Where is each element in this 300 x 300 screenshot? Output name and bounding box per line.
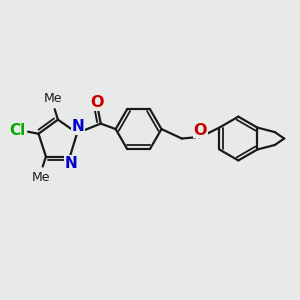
Text: N: N — [65, 155, 77, 170]
Text: Me: Me — [44, 92, 63, 105]
Text: N: N — [72, 119, 85, 134]
Text: O: O — [194, 123, 207, 138]
Text: Cl: Cl — [10, 123, 26, 138]
Text: O: O — [90, 95, 103, 110]
Text: Me: Me — [32, 171, 51, 184]
